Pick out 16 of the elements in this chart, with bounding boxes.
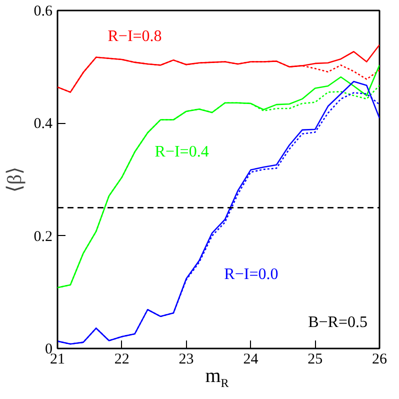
x-tick-label: 24 xyxy=(243,352,259,368)
y-tick-label: 0.2 xyxy=(34,228,52,245)
series-label: R−I=0.8 xyxy=(108,28,162,45)
x-tick-label: 21 xyxy=(50,352,65,368)
x-tick-label: 26 xyxy=(372,352,388,368)
y-tick-label: 0 xyxy=(45,342,52,358)
series-label: R−I=0.4 xyxy=(154,143,209,160)
x-axis-title: m$_{R}$ xyxy=(205,365,229,390)
x-tick-label: 22 xyxy=(114,352,130,368)
annotation: B−R=0.5 xyxy=(308,314,368,331)
y-tick-label: 0.4 xyxy=(34,116,53,132)
series-label: R−I=0.0 xyxy=(224,266,278,284)
y-tick-label: 0.6 xyxy=(34,4,53,20)
x-tick-label: 23 xyxy=(178,352,194,368)
x-tick-label: 25 xyxy=(308,352,323,368)
y-axis-title: ⟨β⟩ xyxy=(4,166,26,193)
